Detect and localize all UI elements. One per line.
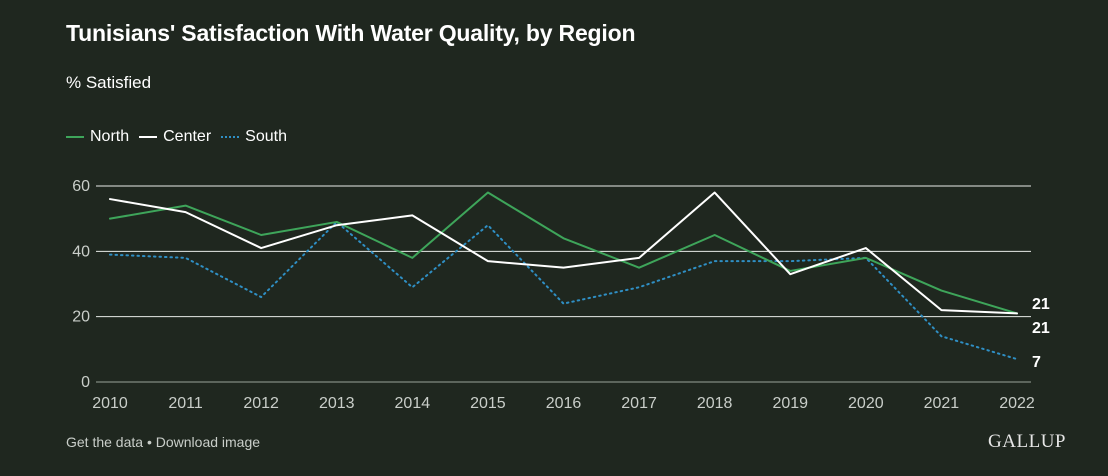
x-tick-label-2012: 2012 (243, 395, 279, 412)
end-label-center: 21 (1032, 320, 1050, 337)
get-data-link[interactable]: Get the data (66, 434, 144, 450)
x-axis-ticks: 2010 2011 2012 2013 2014 2015 2016 2017 2018 2019… (92, 395, 1035, 412)
legend-label-center: Center (163, 128, 212, 145)
download-image-link[interactable]: Download image (155, 434, 261, 450)
series-line-center (109, 191, 1018, 315)
footer-separator: • (143, 434, 156, 450)
x-tick-label-2022: 2022 (999, 395, 1035, 412)
y-tick-label-40: 40 (72, 243, 90, 260)
chart-subtitle: % Satisfied (66, 73, 152, 92)
legend-item-south: South (221, 128, 287, 146)
y-tick-label-60: 60 (72, 178, 90, 195)
y-tick-label-20: 20 (72, 309, 90, 326)
end-labels: 21 21 7 (1032, 296, 1050, 371)
x-tick-label-2013: 2013 (319, 395, 355, 412)
legend-swatch-center (139, 136, 158, 138)
x-tick-label-2016: 2016 (546, 395, 582, 412)
x-tick-label-2015: 2015 (470, 395, 506, 412)
footer-links: Get the data • Download image (66, 434, 260, 450)
gallup-logo: GALLUP (988, 431, 1066, 452)
x-tick-label-2021: 2021 (924, 395, 960, 412)
legend-label-south: South (245, 128, 287, 145)
y-tick-label-0: 0 (81, 374, 90, 391)
x-tick-label-2011: 2011 (168, 395, 203, 412)
x-tick-label-2019: 2019 (772, 395, 808, 412)
legend-item-north: North (66, 128, 129, 146)
series-line-north (109, 191, 1018, 315)
x-tick-label-2017: 2017 (621, 395, 657, 412)
legend-swatch-south (221, 136, 240, 138)
legend-swatch-north (66, 136, 84, 138)
end-label-north: 21 (1032, 296, 1050, 313)
x-tick-label-2010: 2010 (92, 395, 128, 412)
chart-title: Tunisians' Satisfaction With Water Quali… (66, 20, 636, 46)
end-label-south: 7 (1032, 354, 1041, 371)
x-tick-label-2020: 2020 (848, 395, 884, 412)
legend-label-north: North (90, 128, 130, 145)
x-tick-label-2018: 2018 (697, 395, 733, 412)
series-lines (109, 191, 1018, 361)
series-line-south (109, 220, 1018, 361)
y-axis-ticks: 0 20 40 60 (72, 178, 90, 391)
x-tick-label-2014: 2014 (395, 395, 431, 412)
legend: North Center South (66, 128, 297, 146)
gridlines (96, 185, 1031, 383)
legend-item-center: Center (139, 128, 211, 146)
